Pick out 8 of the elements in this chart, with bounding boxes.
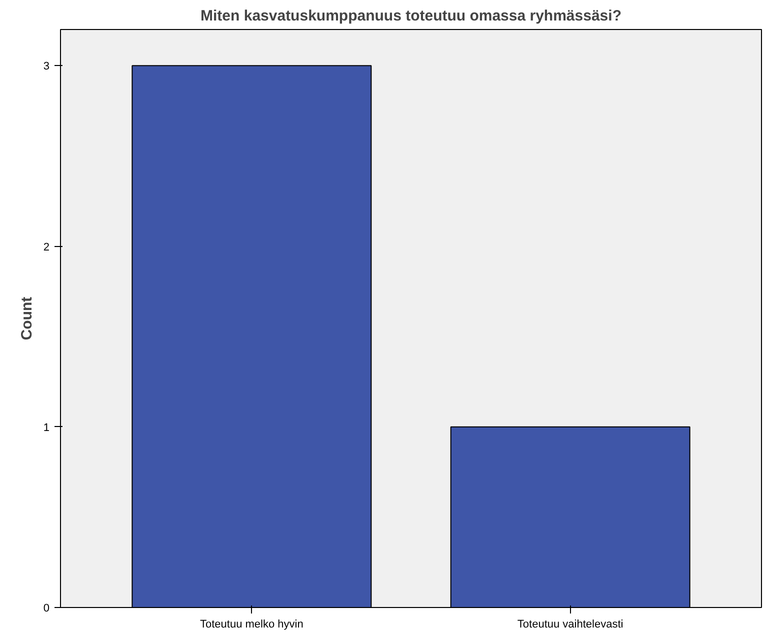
y-tick-label: 2	[43, 241, 50, 254]
y-tick-label: 3	[43, 60, 50, 73]
y-tick-label: 1	[43, 422, 50, 434]
chart-title: Miten kasvatuskumppanuus toteutuu omassa ryhmässäsi?	[200, 8, 622, 24]
y-tick-label: 0	[43, 602, 50, 614]
y-axis-title: Count	[18, 296, 36, 340]
x-tick-label: Toteutuu melko hyvin	[200, 618, 304, 630]
x-tick-label: Toteutuu vaihtelevasti	[517, 618, 624, 630]
